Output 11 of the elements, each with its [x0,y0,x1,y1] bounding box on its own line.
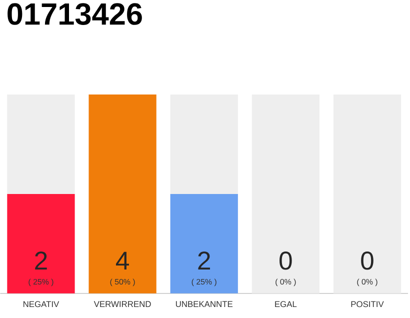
annotation: 2 [35,251,47,270]
annotation: 2 [198,251,210,270]
x-tick-label: POSITIV [351,301,384,307]
annotation: 4 [116,252,129,270]
x-tick-label: UNBEKANNTE [176,301,233,307]
x-tick-label: VERWIRREND [94,301,151,307]
annotation: 0 [361,251,374,270]
x-tick-label: EGAL [275,301,297,307]
chart-title: 01713426 [8,3,142,25]
annotation: 0 [280,251,292,270]
x-tick-label: NEGATIV [23,301,60,307]
